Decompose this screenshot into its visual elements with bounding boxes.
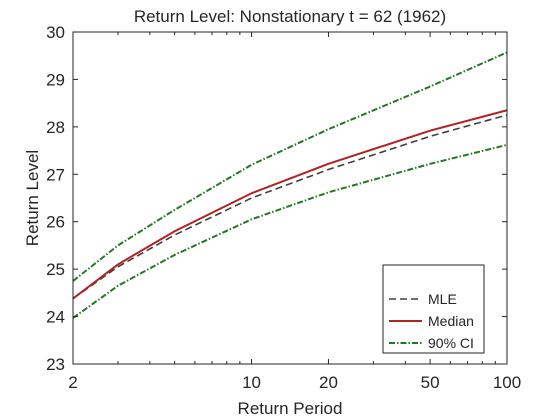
legend-label-mle: MLE bbox=[428, 291, 457, 307]
y-tick-label: 27 bbox=[46, 165, 65, 184]
series-line-90-ci-lower bbox=[72, 143, 508, 319]
y-tick-label: 23 bbox=[46, 355, 65, 374]
y-tick-label: 28 bbox=[46, 118, 65, 137]
x-tick-label: 20 bbox=[319, 373, 338, 392]
series-line-median bbox=[72, 109, 508, 300]
legend-label-median: Median bbox=[428, 313, 474, 329]
y-tick-label: 25 bbox=[46, 260, 65, 279]
series-line-90-ci bbox=[72, 51, 508, 282]
x-tick-label: 10 bbox=[242, 373, 261, 392]
y-axis-title: Return Level bbox=[23, 150, 42, 246]
y-tick-label: 30 bbox=[46, 23, 65, 42]
axes-frame bbox=[72, 31, 508, 365]
axes-group: 2 10 20 50 100 23 24 25 26 27 28 29 30 bbox=[46, 23, 521, 392]
legend: MLE Median 90% CI bbox=[382, 264, 485, 354]
y-tick-label: 26 bbox=[46, 213, 65, 232]
legend-label-90-ci: 90% CI bbox=[428, 335, 474, 351]
series-group bbox=[72, 51, 508, 319]
y-tick-label: 24 bbox=[46, 308, 65, 327]
chart-title: Return Level: Nonstationary t = 62 (1962… bbox=[134, 7, 446, 26]
x-axis-title: Return Period bbox=[238, 399, 343, 418]
series-line-mle bbox=[72, 114, 508, 300]
x-tick-label: 2 bbox=[68, 373, 77, 392]
x-tick-label: 100 bbox=[493, 373, 521, 392]
y-tick-label: 29 bbox=[46, 70, 65, 89]
x-tick-label: 50 bbox=[421, 373, 440, 392]
legend-box bbox=[382, 264, 485, 354]
